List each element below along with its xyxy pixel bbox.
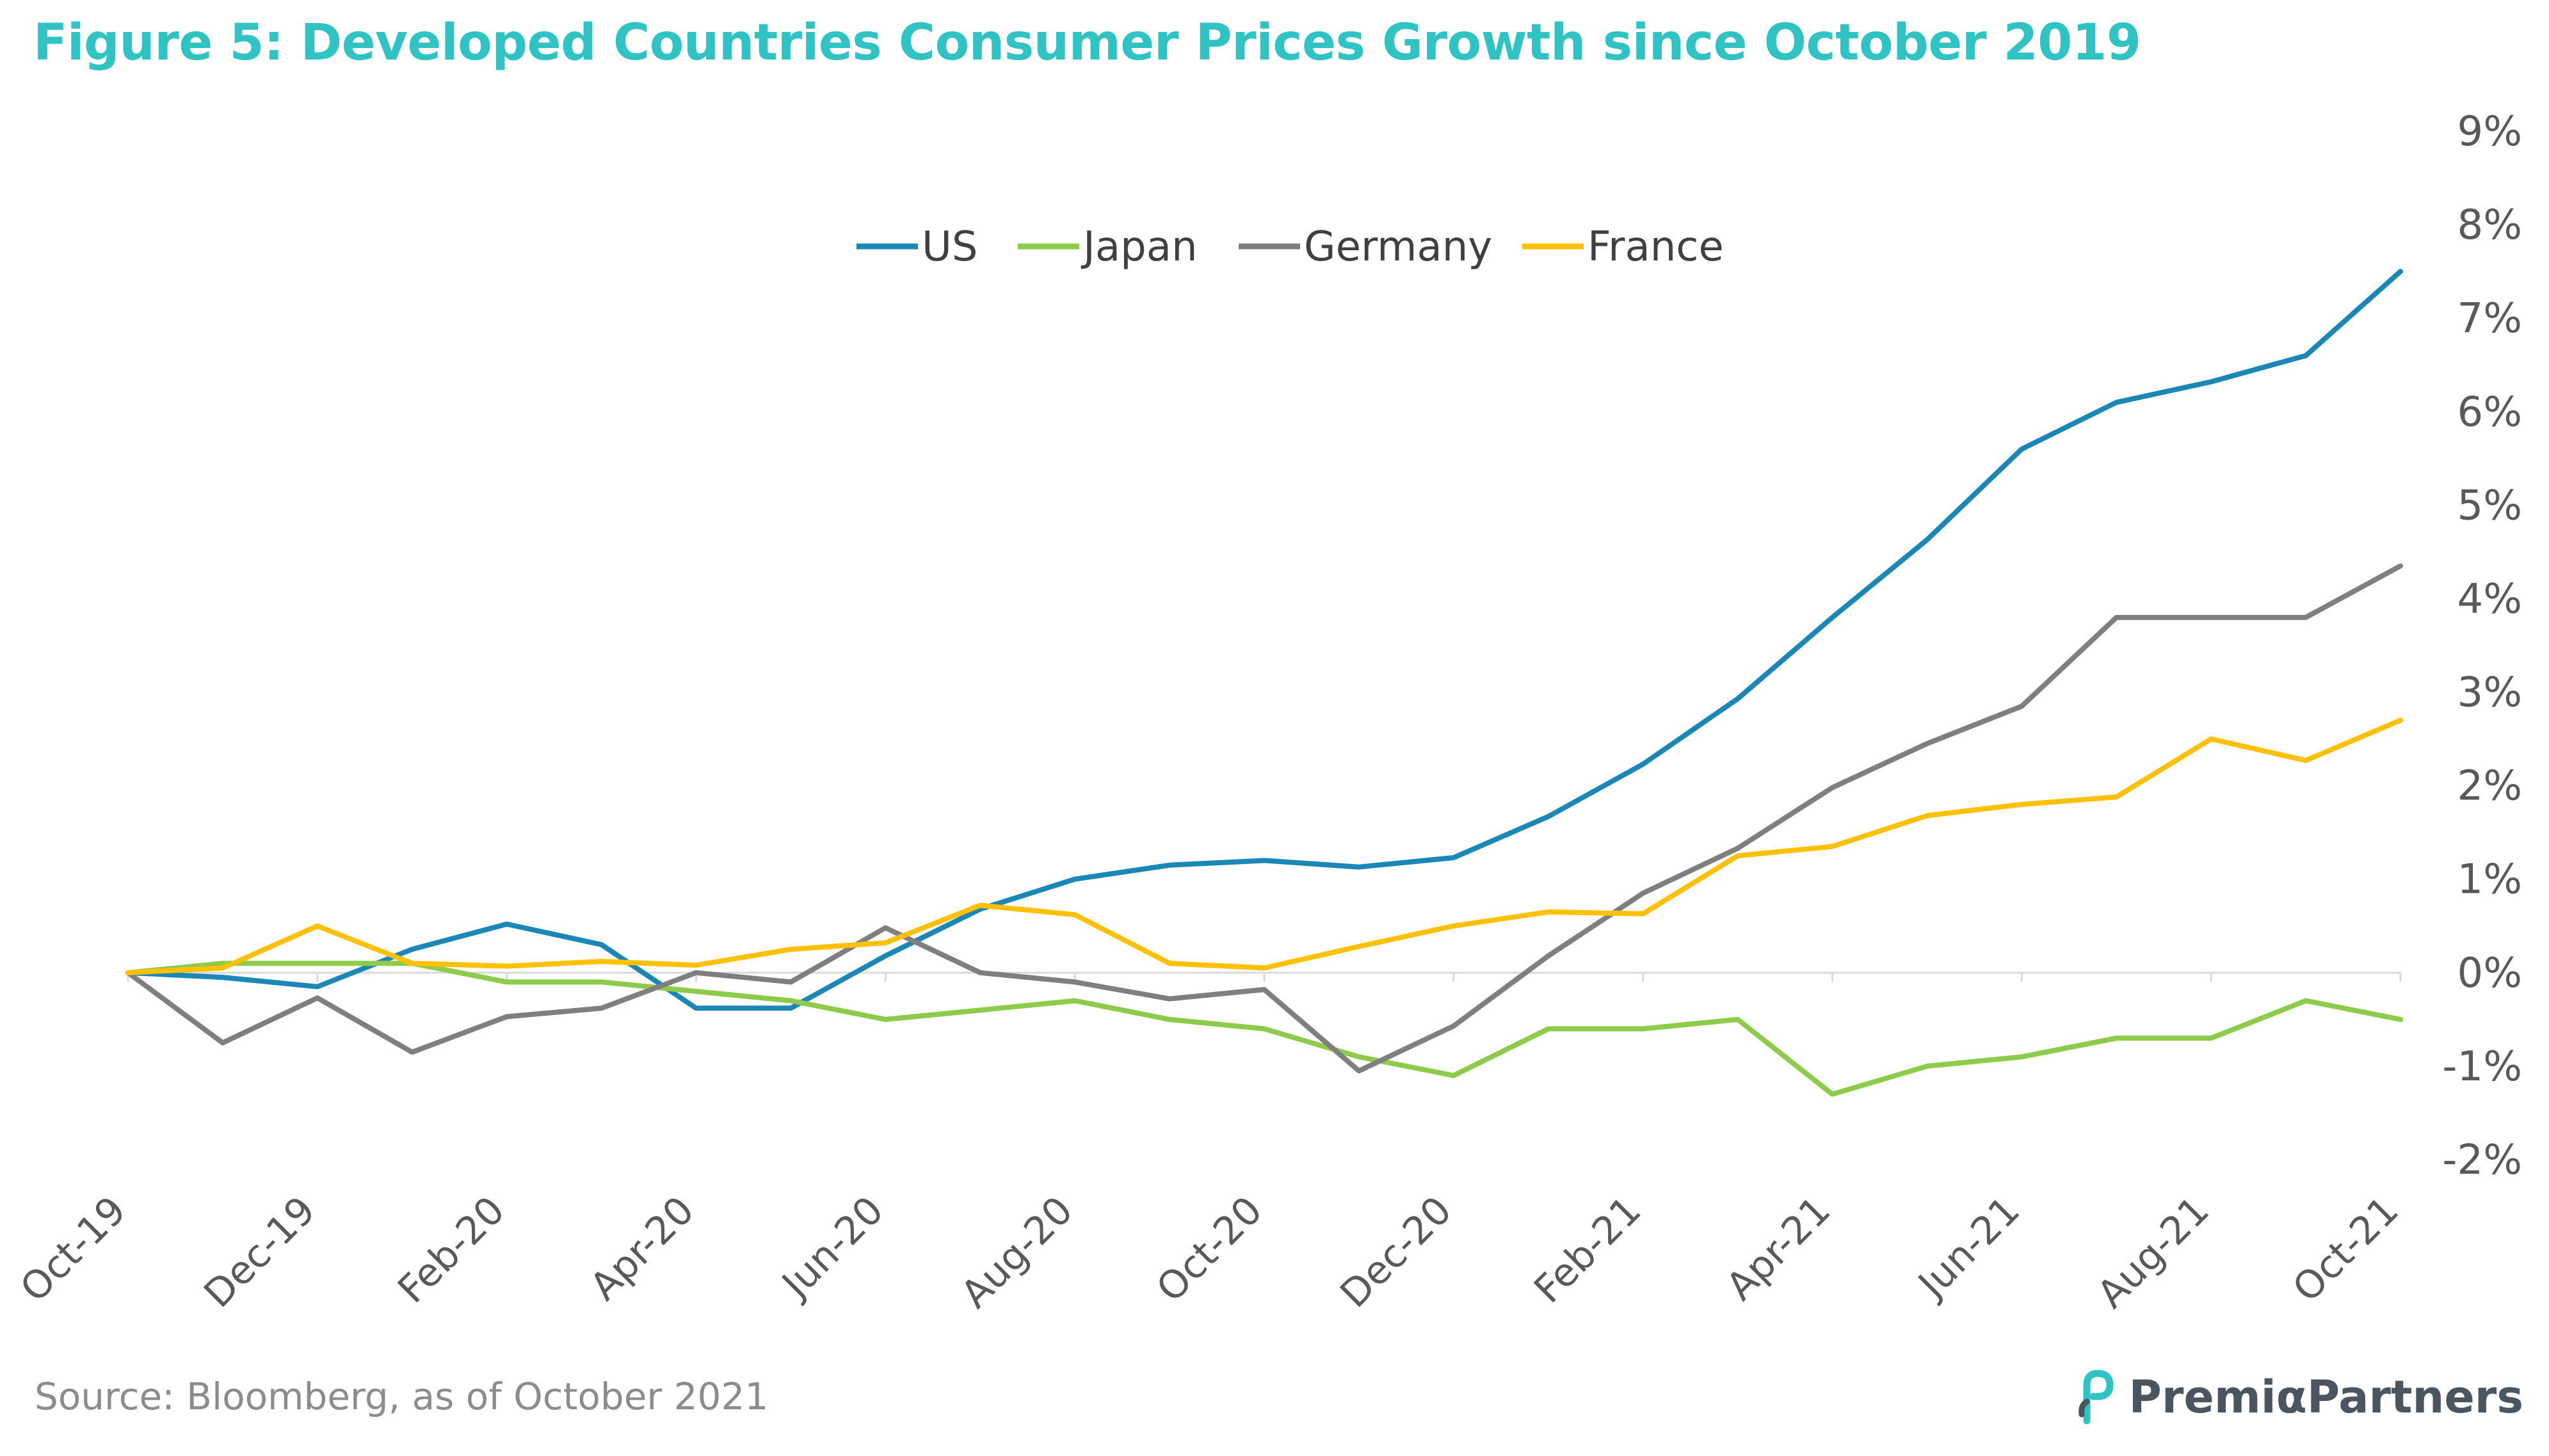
brand-name: PremiαPartners [2128, 1371, 2523, 1423]
y-tick-label: 5% [2457, 482, 2522, 529]
x-tick-label: Apr-20 [582, 1188, 703, 1309]
y-tick-label: 2% [2457, 763, 2522, 810]
y-axis: -2% -1% 0% 1% 2% 3% 4% 5% 6% 7% 8% 9% [2442, 108, 2522, 1184]
x-tick-label: Oct-21 [2284, 1188, 2407, 1311]
y-tick-label: 8% [2457, 202, 2522, 249]
legend-label-japan: Japan [1081, 223, 1198, 271]
chart-title: Figure 5: Developed Countries Consumer P… [33, 14, 2141, 72]
x-tick-label: Dec-19 [196, 1188, 325, 1316]
x-tick-label: Feb-21 [1525, 1188, 1650, 1312]
x-tick-label: Oct-20 [1148, 1188, 1271, 1311]
legend-label-germany: Germany [1304, 223, 1492, 271]
series-line-japan [125, 961, 2403, 1097]
x-tick-label: Aug-21 [2089, 1188, 2218, 1317]
brand-logo: PremiαPartners [2078, 1370, 2523, 1425]
y-tick-label: 1% [2457, 856, 2522, 904]
y-tick-label: 7% [2457, 295, 2522, 342]
source-note: Source: Bloomberg, as of October 2021 [35, 1375, 769, 1418]
x-tick-label: Jun-20 [772, 1188, 892, 1308]
legend-label-us: US [922, 223, 977, 271]
y-tick-label: -2% [2442, 1137, 2522, 1184]
x-tick-label: Jun-21 [1908, 1188, 2029, 1308]
x-tick-label: Oct-19 [12, 1188, 134, 1311]
series-line-germany [125, 563, 2403, 1074]
y-tick-label: -1% [2442, 1043, 2522, 1091]
y-tick-label: 4% [2457, 575, 2522, 623]
y-tick-label: 0% [2457, 950, 2522, 997]
x-tick-label: Aug-20 [953, 1188, 1082, 1317]
series-line-france [125, 717, 2403, 975]
chart-legend: US Japan Germany France [856, 223, 1724, 271]
y-tick-label: 3% [2457, 669, 2522, 717]
y-tick-label: 9% [2457, 108, 2522, 156]
y-tick-label: 6% [2457, 388, 2522, 436]
premia-logo-icon [2078, 1370, 2114, 1425]
series-lines [125, 269, 2403, 1097]
x-tick-label: Apr-21 [1718, 1188, 1839, 1309]
series-line-us [125, 269, 2403, 1011]
legend-label-france: France [1588, 223, 1724, 271]
x-tick-label: Feb-20 [389, 1188, 513, 1312]
x-tick-label: Dec-20 [1332, 1188, 1461, 1316]
